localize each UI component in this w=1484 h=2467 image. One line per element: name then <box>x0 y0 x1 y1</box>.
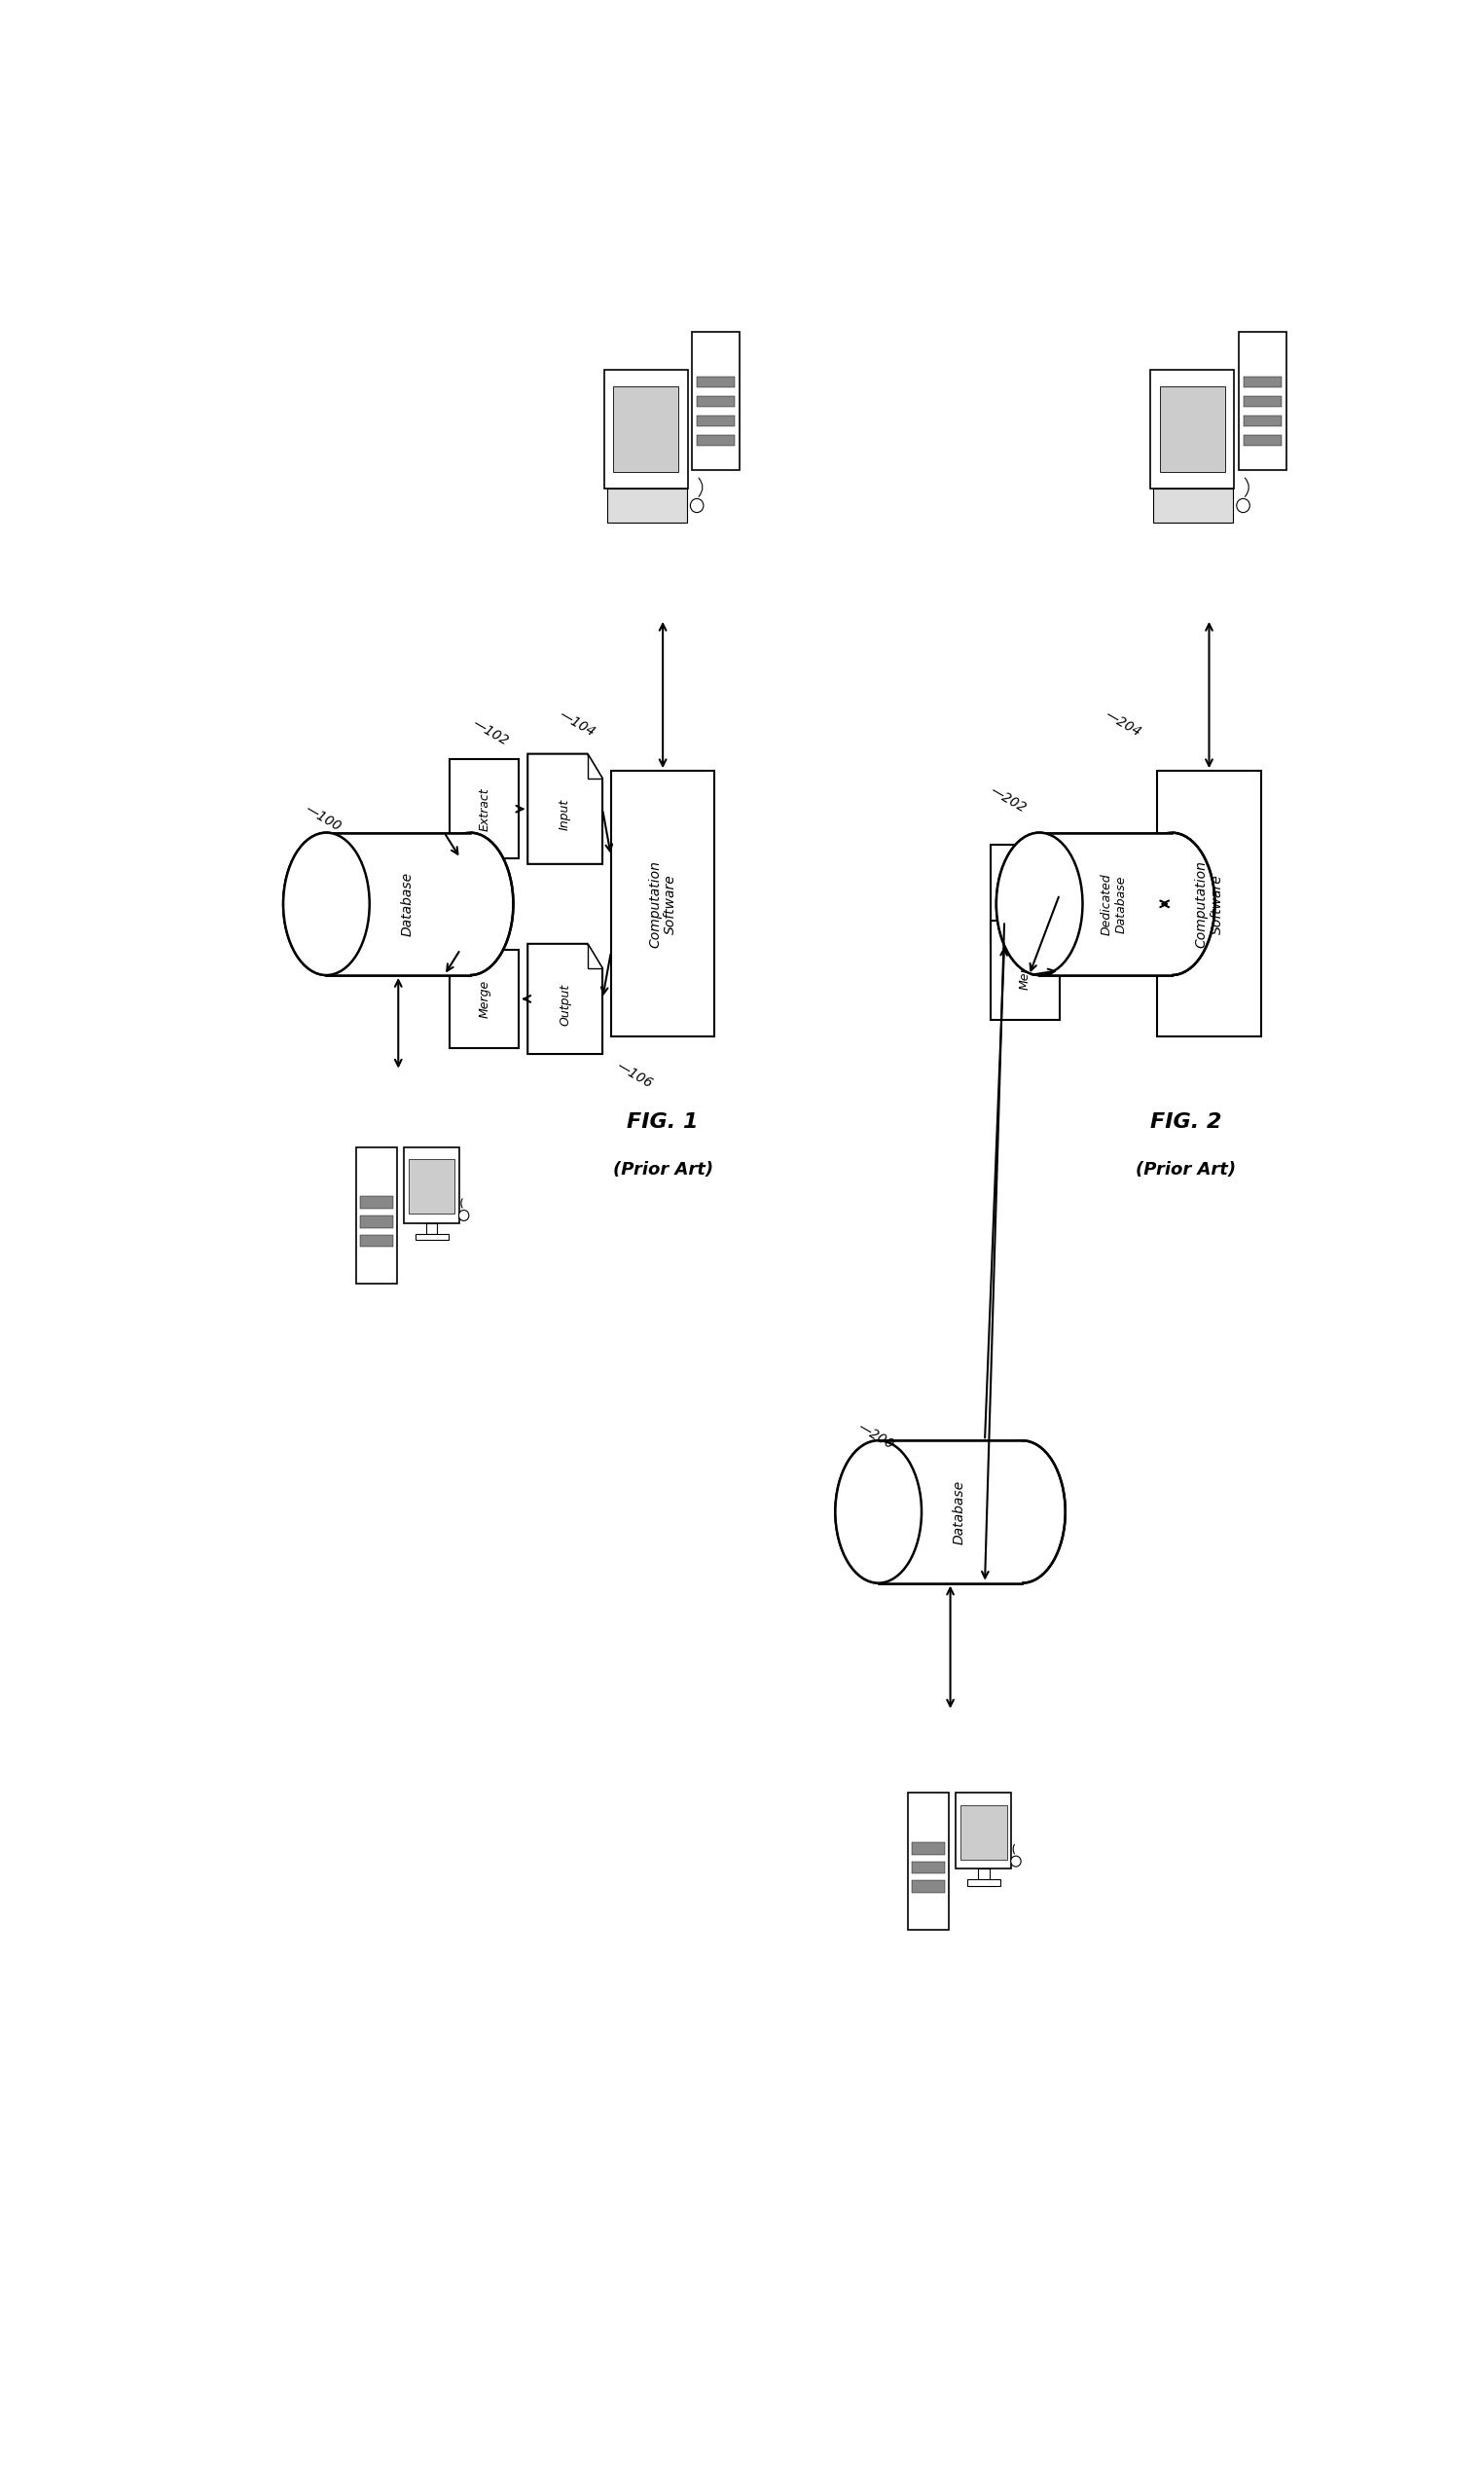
Bar <box>911 1880 945 1892</box>
Ellipse shape <box>835 1441 922 1584</box>
Polygon shape <box>528 945 603 1053</box>
Bar <box>1244 434 1282 447</box>
Text: —104: —104 <box>556 708 597 740</box>
Ellipse shape <box>996 834 1083 974</box>
Bar <box>1244 395 1282 407</box>
Bar <box>416 1234 448 1241</box>
Bar <box>1039 834 1172 974</box>
Bar <box>1153 488 1233 523</box>
Text: Database: Database <box>953 1480 966 1544</box>
Bar <box>1150 370 1235 488</box>
Ellipse shape <box>690 498 703 513</box>
Bar <box>1159 387 1224 471</box>
Polygon shape <box>588 945 603 970</box>
Bar <box>697 395 735 407</box>
Text: Merge: Merge <box>1018 952 1031 989</box>
Bar <box>911 1843 945 1855</box>
Bar <box>1244 414 1282 427</box>
Ellipse shape <box>1011 1855 1021 1868</box>
Ellipse shape <box>427 834 513 974</box>
Bar <box>604 370 689 488</box>
Ellipse shape <box>283 834 370 974</box>
Bar <box>611 770 715 1036</box>
Bar <box>908 1794 950 1929</box>
Bar <box>450 950 519 1048</box>
Bar <box>607 488 687 523</box>
Ellipse shape <box>1129 834 1215 974</box>
Polygon shape <box>588 755 603 780</box>
Text: Output: Output <box>558 984 571 1026</box>
Text: Computation
Software: Computation Software <box>1195 861 1224 947</box>
Text: —100: —100 <box>303 802 344 834</box>
Text: —204: —204 <box>1103 708 1143 740</box>
Bar <box>326 834 470 974</box>
Text: Database: Database <box>401 871 414 935</box>
Text: —202: —202 <box>987 785 1028 814</box>
Text: Extract: Extract <box>478 787 491 831</box>
Bar <box>911 1860 945 1872</box>
Ellipse shape <box>835 1441 922 1584</box>
Bar <box>356 1147 398 1283</box>
Text: Merge: Merge <box>478 979 491 1019</box>
Bar <box>960 1806 1006 1860</box>
Bar <box>359 1216 393 1229</box>
Bar <box>613 387 678 471</box>
Bar <box>359 1234 393 1246</box>
Text: (Prior Art): (Prior Art) <box>613 1162 712 1179</box>
Text: FIG. 1: FIG. 1 <box>628 1113 699 1132</box>
Bar <box>1244 377 1282 387</box>
Bar <box>991 846 1060 945</box>
Text: (Prior Art): (Prior Art) <box>1135 1162 1236 1179</box>
Bar <box>968 1880 1000 1885</box>
Ellipse shape <box>459 1211 469 1221</box>
Bar <box>326 834 470 974</box>
Text: —106: —106 <box>613 1058 654 1090</box>
Bar <box>1158 770 1261 1036</box>
Text: Input: Input <box>558 799 571 829</box>
Bar <box>1238 333 1287 471</box>
Ellipse shape <box>996 834 1083 974</box>
Text: FIG. 2: FIG. 2 <box>1150 1113 1221 1132</box>
Bar <box>1039 834 1172 974</box>
Bar <box>359 1196 393 1209</box>
Bar <box>450 760 519 859</box>
Bar <box>408 1159 454 1214</box>
Bar <box>426 1224 438 1234</box>
Ellipse shape <box>283 834 370 974</box>
Bar <box>697 434 735 447</box>
Ellipse shape <box>1236 498 1250 513</box>
Bar <box>991 920 1060 1019</box>
Text: Extract: Extract <box>1018 873 1031 915</box>
Bar <box>697 414 735 427</box>
Bar <box>956 1794 1011 1870</box>
Text: Computation
Software: Computation Software <box>649 861 678 947</box>
Polygon shape <box>528 755 603 863</box>
Bar <box>692 333 741 471</box>
Bar <box>404 1147 459 1224</box>
Text: —200: —200 <box>855 1421 896 1451</box>
Bar <box>978 1870 990 1880</box>
Text: Dedicated
Database: Dedicated Database <box>1101 873 1128 935</box>
Bar <box>879 1441 1022 1584</box>
Bar <box>697 377 735 387</box>
Text: —102: —102 <box>470 718 510 748</box>
Ellipse shape <box>979 1441 1066 1584</box>
Bar <box>879 1441 1022 1584</box>
